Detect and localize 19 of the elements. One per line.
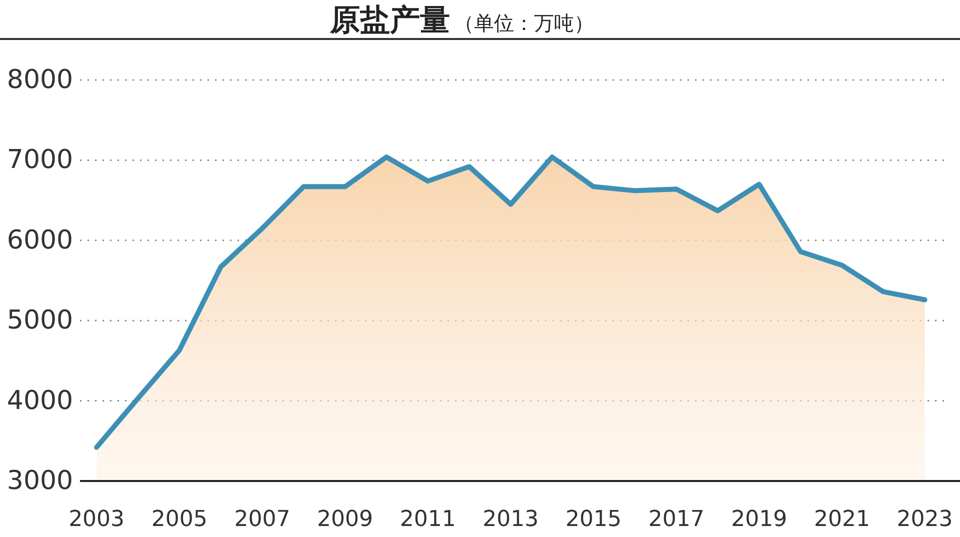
- x-tick-label: 2017: [648, 507, 704, 532]
- x-tick-label: 2021: [814, 507, 870, 532]
- x-tick-label: 2009: [317, 507, 374, 532]
- x-tick-label: 2005: [151, 507, 208, 532]
- y-tick-label: 7000: [6, 145, 74, 176]
- x-tick-label: 2013: [482, 507, 539, 532]
- x-tick-label: 2015: [566, 507, 622, 532]
- y-tick-label: 5000: [6, 306, 74, 336]
- x-tick-label: 2003: [68, 507, 125, 532]
- y-tick-label: 4000: [6, 386, 74, 416]
- y-tick-label: 6000: [6, 225, 74, 256]
- x-tick-label: 2007: [234, 507, 290, 532]
- y-tick-label: 8000: [6, 65, 74, 95]
- chart-title: 原盐产量: [330, 3, 450, 38]
- chart-subtitle: （单位：万吨）: [454, 11, 594, 35]
- x-tick-label: 2011: [400, 507, 456, 532]
- x-tick-label: 2023: [896, 507, 953, 532]
- x-tick-label: 2019: [731, 507, 788, 532]
- y-tick-label: 3000: [6, 466, 74, 496]
